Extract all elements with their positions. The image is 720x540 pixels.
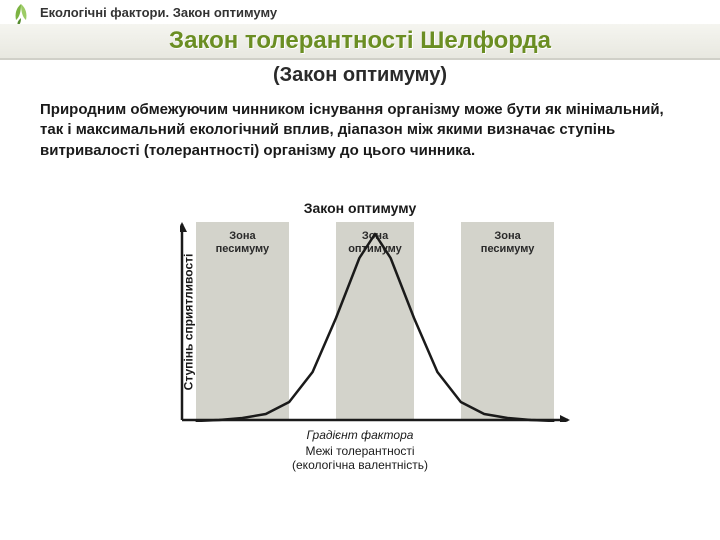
x-axis-label-1: Градієнт фактора [140, 428, 580, 442]
x-axis-label-2: Межі толерантності [140, 444, 580, 458]
breadcrumb-text: Екологічні фактори. Закон оптимуму [40, 5, 277, 20]
header-bar: Екологічні фактори. Закон оптимуму [0, 0, 720, 24]
optimum-chart: Закон оптимуму Ступінь сприятливості Зон… [140, 200, 580, 500]
main-title: Закон толерантності Шелфорда [169, 27, 551, 55]
x-axis-labels: Градієнт фактора Межі толерантності (еко… [140, 428, 580, 472]
title-band: Закон толерантності Шелфорда [0, 24, 720, 60]
chart-title: Закон оптимуму [140, 200, 580, 216]
description-text: Природним обмежуючим чинником існування … [40, 100, 680, 161]
x-axis-label-3: (екологічна валентність) [140, 458, 580, 472]
plot-region: Зона песимуму Зона оптимуму Зона песимум… [180, 222, 570, 422]
curve-svg [180, 222, 570, 422]
subtitle: (Закон оптимуму) [0, 64, 720, 87]
chart-body: Ступінь сприятливості Зона песимуму Зона… [140, 222, 580, 422]
